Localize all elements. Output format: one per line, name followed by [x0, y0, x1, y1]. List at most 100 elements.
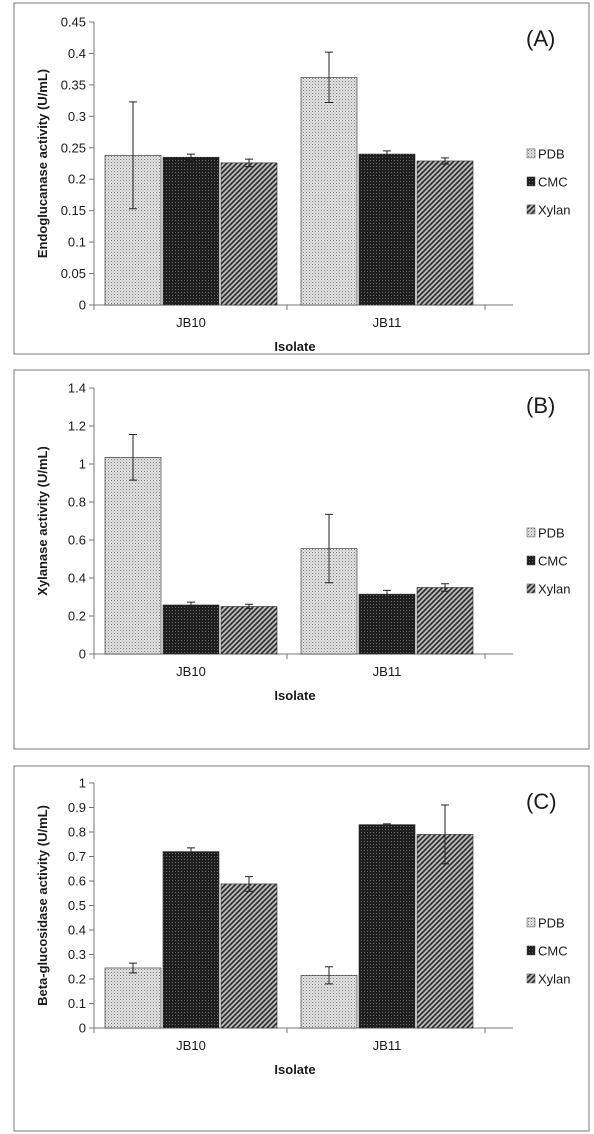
panel-tag: (A): [526, 26, 555, 51]
y-tick-label: 0.25: [61, 140, 86, 155]
error-bar-xylan-jb11: [441, 804, 449, 865]
y-tick-label: 1.4: [68, 381, 86, 396]
bar-xylan-jb11: [416, 160, 474, 306]
legend-swatch-pdb: [526, 917, 536, 928]
error-bar-xylan-jb10: [245, 158, 253, 168]
chart-panel-b: 0 0.2 0.4 0.6 0.8 1 1.2 1.4 JB10 JB11 Isolate Xylan…: [13, 369, 590, 750]
x-category-label: JB10: [176, 1038, 206, 1053]
bar-cmc-jb11: [358, 824, 416, 1029]
error-bar-pdb-jb11: [325, 513, 333, 584]
error-bar-pdb-jb10: [129, 101, 137, 210]
error-bar-cmc-jb10: [187, 601, 195, 609]
x-category-label: JB10: [176, 664, 206, 679]
bar-pdb-jb10: [104, 457, 162, 655]
y-tick-label: 1.2: [68, 419, 86, 434]
legend-label-xylan: Xylan: [538, 581, 571, 596]
y-tick-label: 0: [79, 298, 86, 313]
error-bar-xylan-jb11: [441, 583, 449, 592]
y-tick-label: 0.35: [61, 77, 86, 92]
legend-swatch-xylan: [526, 973, 536, 984]
y-tick-label: 0: [79, 1021, 86, 1036]
y-tick-label: 0.1: [68, 996, 86, 1011]
legend-label-pdb: PDB: [538, 146, 565, 161]
error-bar-pdb-jb11: [325, 966, 333, 985]
y-tick-label: 0.6: [68, 533, 86, 548]
bar-pdb-jb11: [300, 77, 358, 306]
bar-xylan-jb11: [416, 834, 474, 1029]
y-tick-label: 1: [79, 457, 86, 472]
bar-cmc-jb10: [162, 156, 220, 306]
legend-swatch-cmc: [526, 945, 536, 956]
y-tick-label: 0.5: [68, 898, 86, 913]
x-category-label: JB11: [373, 664, 402, 679]
y-tick-label: 0.1: [68, 235, 86, 250]
y-tick-label: 1: [79, 776, 86, 791]
legend-label-cmc: CMC: [538, 943, 568, 958]
error-bar-xylan-jb10: [245, 876, 253, 892]
panel-frame: [13, 765, 590, 1132]
y-tick-label: 0.4: [68, 46, 86, 61]
error-bar-pdb-jb10: [129, 962, 137, 974]
y-tick-label: 0.45: [61, 15, 86, 30]
legend-swatch-cmc: [526, 176, 536, 187]
y-axis-title: Beta-glucosidase activity (U/mL): [35, 805, 50, 1006]
bar-xylan-jb10: [220, 162, 278, 306]
legend-swatch-pdb: [526, 148, 536, 159]
bar-xylan-jb10: [220, 606, 278, 655]
legend-label-pdb: PDB: [538, 915, 565, 930]
bar-cmc-jb11: [358, 593, 416, 655]
y-tick-label: 0.8: [68, 825, 86, 840]
y-tick-label: 0.2: [68, 972, 86, 987]
y-tick-label: 0.6: [68, 874, 86, 889]
y-tick-label: 0.3: [68, 109, 86, 124]
error-bar-pdb-jb11: [325, 51, 333, 103]
error-bar-cmc-jb11: [383, 823, 391, 826]
panel-tag: (B): [526, 393, 555, 418]
error-bar-xylan-jb10: [245, 603, 253, 610]
error-bar-cmc-jb11: [383, 150, 391, 158]
error-bar-cmc-jb11: [383, 589, 391, 599]
error-bar-pdb-jb10: [129, 434, 137, 481]
x-category-label: JB11: [373, 315, 402, 330]
y-tick-label: 0.7: [68, 849, 86, 864]
y-tick-label: 0.4: [68, 571, 86, 586]
y-tick-label: 0: [79, 647, 86, 662]
legend-swatch-xylan: [526, 583, 536, 594]
y-tick-label: 0.2: [68, 172, 86, 187]
y-tick-label: 0.3: [68, 947, 86, 962]
y-tick-label: 0.4: [68, 923, 86, 938]
bar-pdb-jb10: [104, 967, 162, 1029]
error-bar-cmc-jb10: [187, 847, 195, 856]
y-tick-label: 0.9: [68, 800, 86, 815]
legend-swatch-cmc: [526, 555, 536, 566]
y-axis-title: Xylanase activity (U/mL): [35, 446, 50, 596]
x-category-label: JB11: [373, 1038, 402, 1053]
legend-swatch-xylan: [526, 204, 536, 215]
legend-label-cmc: CMC: [538, 553, 568, 568]
error-bar-xylan-jb11: [441, 157, 449, 165]
y-tick-label: 0.05: [61, 266, 86, 281]
bar-xylan-jb10: [220, 883, 278, 1029]
x-axis-title: Isolate: [274, 688, 315, 703]
bar-cmc-jb10: [162, 604, 220, 655]
x-axis-title: Isolate: [274, 1062, 315, 1077]
chart-panel-c: 0 0.1 0.2 0.3 0.4 0.5 0.6 0.7 0.8 0.9 1 JB10 JB11 Iso…: [13, 765, 590, 1132]
panel-tag: (C): [526, 789, 557, 814]
bar-cmc-jb11: [358, 153, 416, 306]
legend-label-pdb: PDB: [538, 525, 565, 540]
legend-label-xylan: Xylan: [538, 971, 571, 986]
x-category-label: JB10: [176, 315, 206, 330]
legend-label-xylan: Xylan: [538, 202, 571, 217]
x-axis-title: Isolate: [274, 339, 315, 354]
y-tick-label: 0.2: [68, 609, 86, 624]
legend-swatch-pdb: [526, 527, 536, 538]
error-bar-cmc-jb10: [187, 153, 195, 161]
y-tick-label: 0.15: [61, 203, 86, 218]
bar-cmc-jb10: [162, 851, 220, 1029]
y-tick-label: 0.8: [68, 495, 86, 510]
legend-label-cmc: CMC: [538, 174, 568, 189]
chart-panel-a: 0 0.05 0.1 0.15 0.2 0.25 0.3 0.35 0.4 0.45 JB10 JB1…: [13, 2, 590, 355]
y-axis-title: Endoglucanase activity (U/mL): [35, 69, 50, 258]
bar-xylan-jb11: [416, 587, 474, 655]
